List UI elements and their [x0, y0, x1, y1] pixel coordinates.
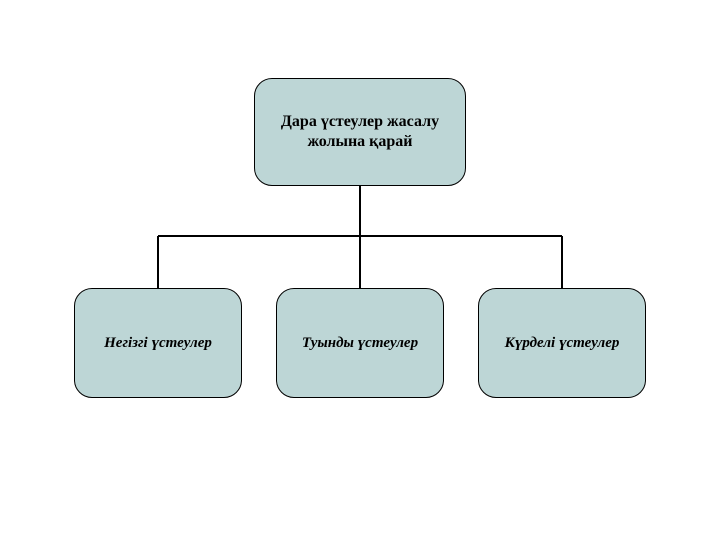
child-node-1: Туынды үстеулер — [276, 288, 444, 398]
root-node: Дара үстеулер жасалу жолына қарай — [254, 78, 466, 186]
child-node-0-label: Негізгі үстеулер — [104, 334, 212, 353]
child-node-0: Негізгі үстеулер — [74, 288, 242, 398]
child-node-2: Күрделі үстеулер — [478, 288, 646, 398]
child-node-2-label: Күрделі үстеулер — [505, 334, 620, 353]
root-node-label: Дара үстеулер жасалу жолына қарай — [267, 112, 453, 152]
diagram-canvas: Дара үстеулер жасалу жолына қарай Негізг… — [0, 0, 720, 540]
child-node-1-label: Туынды үстеулер — [302, 334, 418, 353]
